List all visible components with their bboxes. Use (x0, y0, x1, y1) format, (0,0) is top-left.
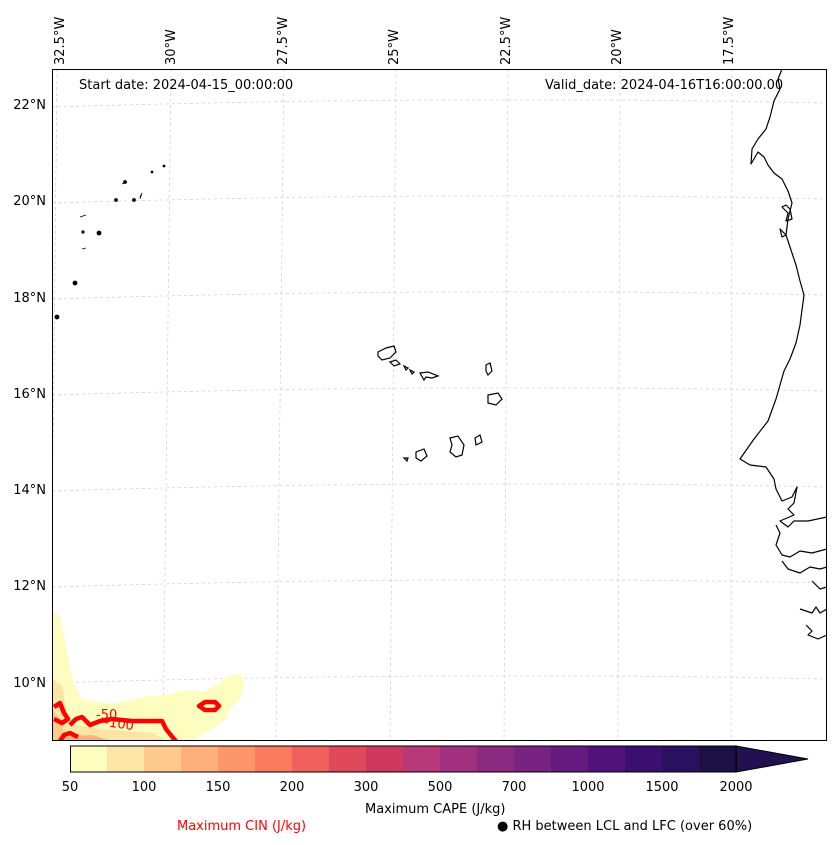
colorbar-tick-label: 200 (279, 780, 305, 795)
lon-label-20w: 20°W (610, 29, 625, 65)
colorbar-tick-label: 700 (501, 780, 527, 795)
colorbar-tick-label: 1500 (645, 780, 679, 795)
rh-marker-icon: ● (497, 819, 509, 834)
lon-label-32-5w: 32.5°W (53, 16, 68, 65)
lat-label-18n: 18°N (13, 291, 46, 306)
colorbar-segment (477, 746, 515, 772)
colorbar-segment (366, 746, 404, 772)
lat-label-14n: 14°N (13, 483, 46, 498)
lon-label-27-5w: 27.5°W (276, 16, 291, 65)
map-panel: -50 -100 (52, 69, 827, 741)
valid-date-label: Valid_date: 2024-04-16T16:00:00.00 (545, 78, 784, 93)
colorbar-tick-label: 150 (205, 780, 231, 795)
coastline-africa (739, 69, 827, 640)
colorbar-tick-label: 500 (427, 780, 453, 795)
colorbar-segment (329, 746, 367, 772)
rh-legend: ● RH between LCL and LFC (over 60%) (497, 819, 752, 834)
colorbar-segment (662, 746, 700, 772)
lat-label-22n: 22°N (13, 98, 46, 113)
cin-contours: -50 -100 (52, 699, 222, 741)
colorbar-extend-arrow (735, 745, 809, 773)
colorbar-tick-label: 50 (61, 780, 79, 795)
colorbar-tick-label: 300 (353, 780, 379, 795)
colorbar-segment (403, 746, 441, 772)
colorbar-segment (514, 746, 552, 772)
northern-islands (54, 164, 166, 320)
colorbar-segment (440, 746, 478, 772)
cabo-verde-islands (377, 345, 503, 463)
colorbar-segment (625, 746, 663, 772)
colorbar-segment (107, 746, 145, 772)
colorbar-segment (218, 746, 256, 772)
colorbar-segment (292, 746, 330, 772)
cin-contour-label-50: -50 (96, 708, 117, 723)
colorbar-segment (181, 746, 219, 772)
colorbar-segment (70, 746, 108, 772)
colorbar-segment (255, 746, 293, 772)
lat-label-12n: 12°N (13, 579, 46, 594)
lon-label-17-5w: 17.5°W (722, 16, 737, 65)
colorbar-tick-label: 2000 (719, 780, 753, 795)
lon-label-22-5w: 22.5°W (499, 16, 514, 65)
colorbar (70, 745, 809, 773)
colorbar-segment (551, 746, 589, 772)
rh-legend-label: RH between LCL and LFC (over 60%) (512, 819, 753, 834)
lat-label-10n: 10°N (13, 676, 46, 691)
gridlines (52, 69, 827, 741)
lat-label-20n: 20°N (13, 194, 46, 209)
lat-label-16n: 16°N (13, 387, 46, 402)
lon-label-30w: 30°W (164, 29, 179, 65)
cin-legend-label: Maximum CIN (J/kg) (177, 819, 307, 834)
cin-contour-label-100: -100 (103, 715, 134, 734)
colorbar-title: Maximum CAPE (J/kg) (365, 802, 506, 817)
start-date-label: Start date: 2024-04-15_00:00:00 (79, 78, 294, 93)
colorbar-segment (144, 746, 182, 772)
colorbar-tick-label: 1000 (571, 780, 605, 795)
lon-label-25w: 25°W (387, 29, 402, 65)
colorbar-tick-label: 100 (131, 780, 157, 795)
colorbar-segment (588, 746, 626, 772)
colorbar-segment (699, 746, 737, 772)
